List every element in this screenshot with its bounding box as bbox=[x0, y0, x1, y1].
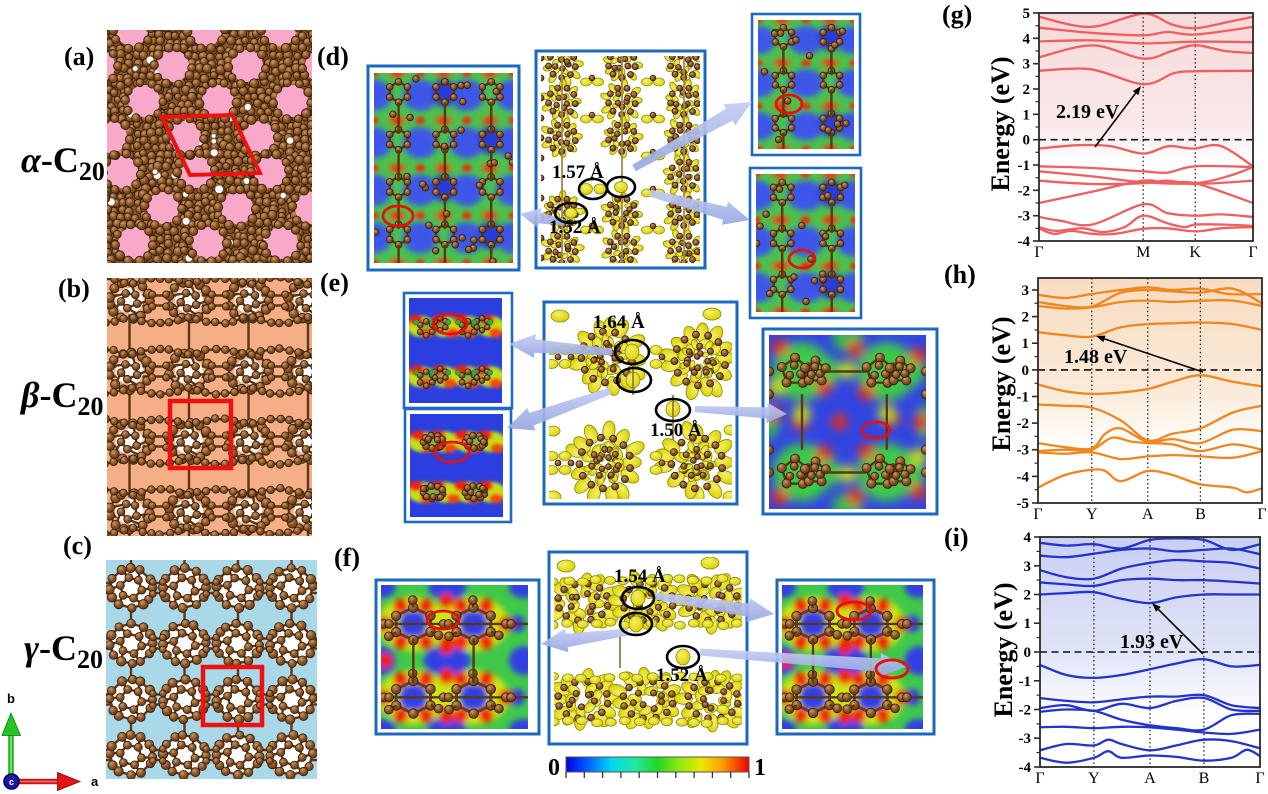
svg-text:1.64 Å: 1.64 Å bbox=[593, 312, 645, 333]
svg-text:1.50 Å: 1.50 Å bbox=[650, 420, 702, 441]
svg-text:1.52 Å: 1.52 Å bbox=[549, 217, 601, 238]
svg-text:1.57 Å: 1.57 Å bbox=[552, 162, 604, 183]
